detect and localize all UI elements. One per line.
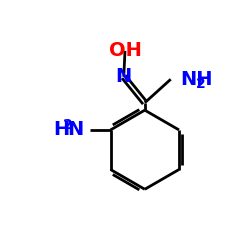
- Text: N: N: [116, 67, 132, 86]
- Text: NH: NH: [181, 70, 213, 89]
- Text: 2: 2: [196, 77, 206, 91]
- Text: N: N: [67, 120, 84, 140]
- Text: OH: OH: [108, 41, 142, 60]
- Text: 2: 2: [63, 118, 73, 132]
- Text: H: H: [53, 120, 69, 140]
